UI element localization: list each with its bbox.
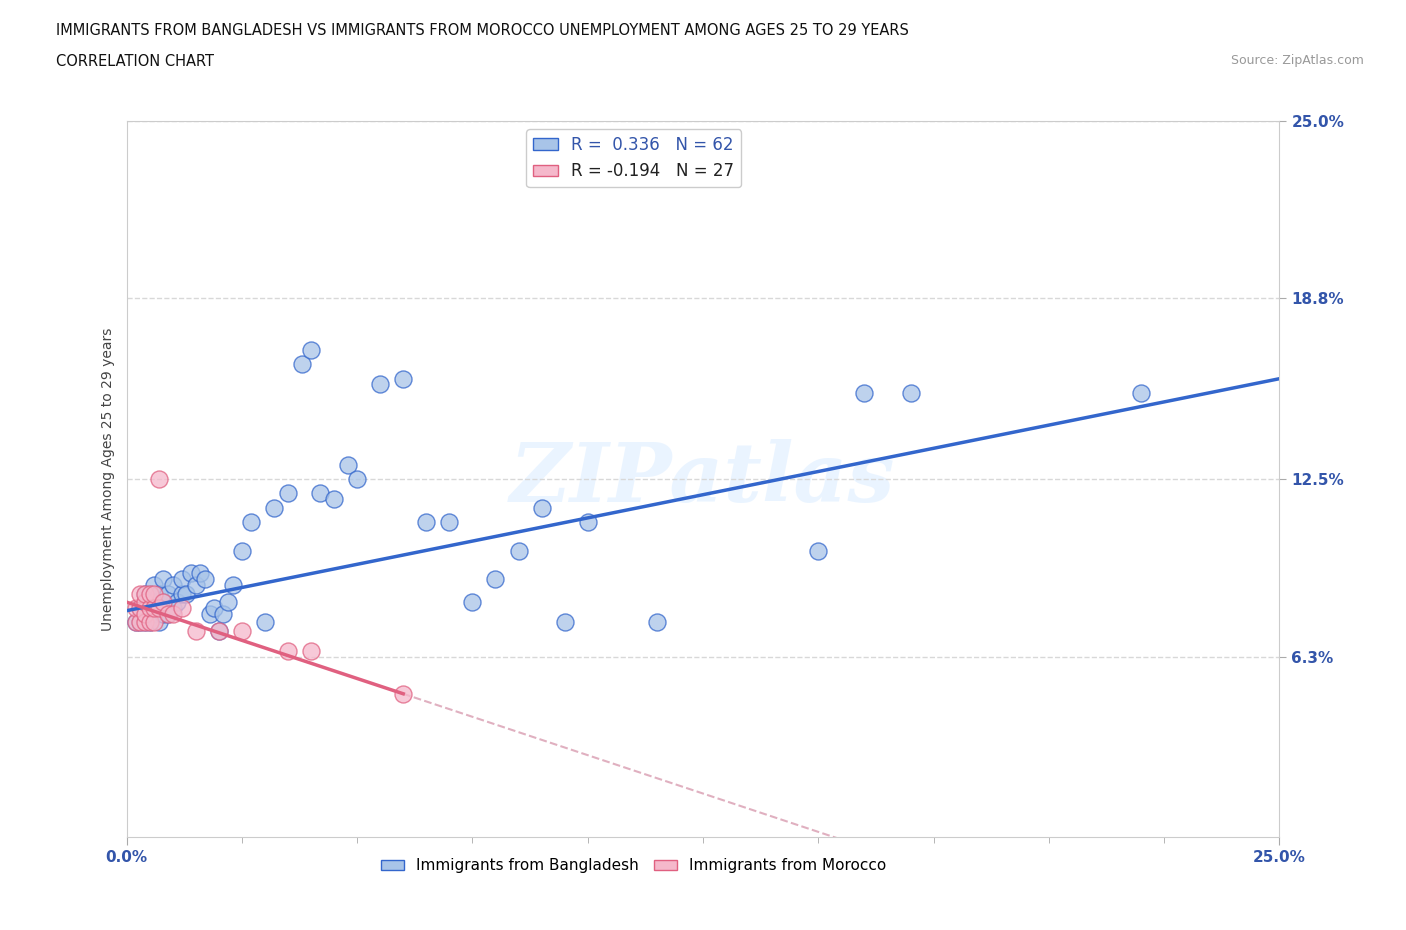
Point: [134, 586, 156, 601]
Point: [484, 572, 506, 587]
Point: [162, 606, 184, 621]
Point: [188, 566, 211, 581]
Point: [148, 601, 170, 616]
Point: [253, 615, 276, 630]
Point: [1130, 386, 1153, 401]
Point: [162, 578, 184, 592]
Point: [221, 578, 243, 592]
Point: [170, 572, 193, 587]
Point: [134, 601, 156, 616]
Point: [134, 606, 156, 621]
Point: [129, 601, 152, 616]
Point: [180, 566, 202, 581]
Point: [807, 543, 830, 558]
Point: [134, 594, 156, 609]
Point: [392, 686, 415, 701]
Point: [554, 615, 576, 630]
Point: [263, 500, 285, 515]
Point: [194, 572, 217, 587]
Point: [148, 615, 170, 630]
Point: [125, 615, 148, 630]
Point: [138, 594, 160, 609]
Point: [157, 606, 180, 621]
Legend: Immigrants from Bangladesh, Immigrants from Morocco: Immigrants from Bangladesh, Immigrants f…: [375, 852, 893, 880]
Point: [129, 615, 152, 630]
Point: [439, 514, 461, 529]
Point: [392, 371, 415, 386]
Point: [143, 615, 166, 630]
Point: [143, 601, 166, 616]
Point: [530, 500, 553, 515]
Point: [202, 601, 225, 616]
Point: [508, 543, 530, 558]
Point: [231, 623, 253, 638]
Point: [157, 586, 180, 601]
Point: [323, 492, 346, 507]
Point: [129, 615, 152, 630]
Point: [415, 514, 437, 529]
Point: [645, 615, 668, 630]
Point: [170, 601, 193, 616]
Text: IMMIGRANTS FROM BANGLADESH VS IMMIGRANTS FROM MOROCCO UNEMPLOYMENT AMONG AGES 25: IMMIGRANTS FROM BANGLADESH VS IMMIGRANTS…: [56, 23, 910, 38]
Point: [148, 586, 170, 601]
Point: [143, 586, 166, 601]
Point: [166, 594, 188, 609]
Point: [143, 578, 166, 592]
Point: [170, 586, 193, 601]
Text: CORRELATION CHART: CORRELATION CHART: [56, 54, 214, 69]
Text: Source: ZipAtlas.com: Source: ZipAtlas.com: [1230, 54, 1364, 67]
Point: [134, 586, 156, 601]
Point: [217, 594, 239, 609]
Point: [152, 594, 174, 609]
Point: [231, 543, 253, 558]
Point: [336, 458, 359, 472]
Point: [143, 606, 166, 621]
Point: [346, 472, 368, 486]
Point: [198, 606, 221, 621]
Point: [129, 601, 152, 616]
Point: [184, 623, 207, 638]
Point: [208, 623, 231, 638]
Point: [134, 615, 156, 630]
Point: [309, 485, 332, 500]
Point: [138, 615, 160, 630]
Point: [208, 623, 231, 638]
Point: [152, 594, 174, 609]
Point: [299, 644, 322, 658]
Point: [162, 601, 184, 616]
Point: [138, 601, 160, 616]
Point: [138, 615, 160, 630]
Point: [576, 514, 599, 529]
Point: [900, 386, 922, 401]
Point: [176, 586, 198, 601]
Y-axis label: Unemployment Among Ages 25 to 29 years: Unemployment Among Ages 25 to 29 years: [101, 327, 115, 631]
Point: [853, 386, 876, 401]
Point: [277, 485, 299, 500]
Point: [152, 572, 174, 587]
Text: ZIPatlas: ZIPatlas: [510, 439, 896, 519]
Point: [277, 644, 299, 658]
Point: [125, 615, 148, 630]
Point: [138, 601, 160, 616]
Point: [461, 594, 484, 609]
Point: [134, 615, 156, 630]
Point: [143, 594, 166, 609]
Point: [240, 514, 263, 529]
Point: [212, 606, 235, 621]
Point: [138, 586, 160, 601]
Point: [291, 357, 314, 372]
Point: [157, 606, 180, 621]
Point: [368, 377, 391, 392]
Point: [138, 586, 160, 601]
Point: [148, 472, 170, 486]
Point: [299, 342, 322, 357]
Point: [125, 601, 148, 616]
Point: [184, 578, 207, 592]
Point: [129, 586, 152, 601]
Point: [152, 606, 174, 621]
